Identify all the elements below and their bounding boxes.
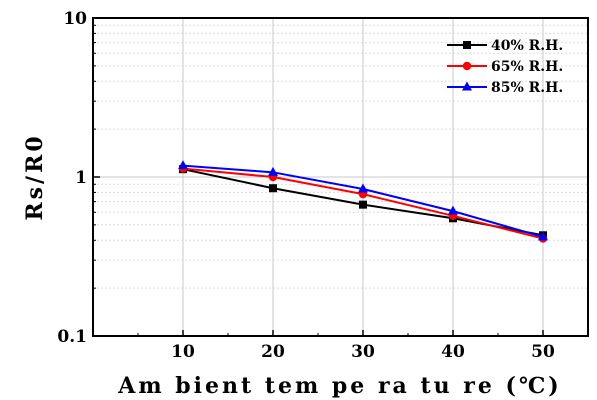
x-tick-label: 40 bbox=[441, 342, 465, 362]
series-layer bbox=[178, 160, 548, 243]
data-point bbox=[358, 183, 368, 193]
data-point bbox=[448, 205, 458, 215]
data-point bbox=[538, 231, 548, 241]
x-tick-label: 20 bbox=[261, 342, 285, 362]
x-tick-label: 10 bbox=[171, 342, 195, 362]
legend-item: 40% R.H. bbox=[447, 38, 563, 54]
y-tick-label: 1 bbox=[75, 168, 87, 188]
legend: 40% R.H. 65% R.H. 85% R.H. bbox=[447, 38, 563, 96]
legend-swatch-marker bbox=[463, 41, 471, 49]
x-tick-label: 50 bbox=[531, 342, 555, 362]
data-point bbox=[269, 184, 277, 193]
data-point bbox=[359, 200, 367, 209]
legend-item: 85% R.H. bbox=[447, 80, 563, 96]
x-tick-label: 30 bbox=[351, 342, 375, 362]
data-point bbox=[268, 166, 278, 176]
data-point bbox=[178, 160, 188, 170]
legend-label: 40% R.H. bbox=[491, 38, 563, 54]
series-3 bbox=[178, 160, 548, 241]
legend-label: 85% R.H. bbox=[491, 80, 563, 96]
y-tick-label: 0.1 bbox=[57, 327, 87, 347]
axis-ticks: 10 20 30 40 50 0.1 1 10 bbox=[57, 9, 589, 362]
legend-swatch-marker bbox=[462, 61, 472, 71]
legend-label: 65% R.H. bbox=[491, 59, 563, 75]
x-axis-title: Am bient tem pe ra tu re (℃) bbox=[117, 373, 561, 399]
legend-item: 65% R.H. bbox=[447, 59, 563, 75]
y-tick-label: 10 bbox=[63, 9, 87, 29]
y-axis-title: Rs/R0 bbox=[22, 133, 48, 220]
legend-swatch-marker bbox=[462, 81, 472, 91]
